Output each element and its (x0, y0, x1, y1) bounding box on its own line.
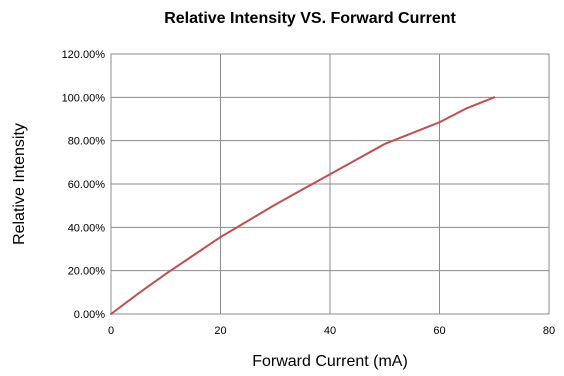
series-line (110, 96, 496, 315)
series-lines (110, 96, 496, 315)
y-tick-label: 20.00% (68, 266, 106, 278)
x-tick-label: 0 (108, 325, 114, 337)
y-tick-label: 100.00% (62, 92, 106, 104)
x-tick-label: 60 (433, 325, 445, 337)
y-axis-label: Relative Intensity (11, 123, 28, 245)
x-tick-label: 40 (324, 325, 336, 337)
x-tick-label: 80 (543, 325, 555, 337)
y-tick-label: 60.00% (68, 179, 106, 191)
x-tick-label: 20 (214, 325, 226, 337)
y-tick-label: 80.00% (68, 136, 106, 148)
y-tick-label: 120.00% (62, 49, 106, 61)
tick-labels: 0.00% 20.00% 40.00% 60.00% 80.00% 100.00% 120.… (62, 49, 556, 337)
y-tick-label: 0.00% (74, 309, 105, 321)
y-tick-label: 40.00% (68, 222, 106, 234)
grid-lines (111, 54, 549, 314)
chart-title: Relative Intensity VS. Forward Current (164, 10, 456, 27)
x-axis-label: Forward Current (mA) (252, 353, 408, 370)
